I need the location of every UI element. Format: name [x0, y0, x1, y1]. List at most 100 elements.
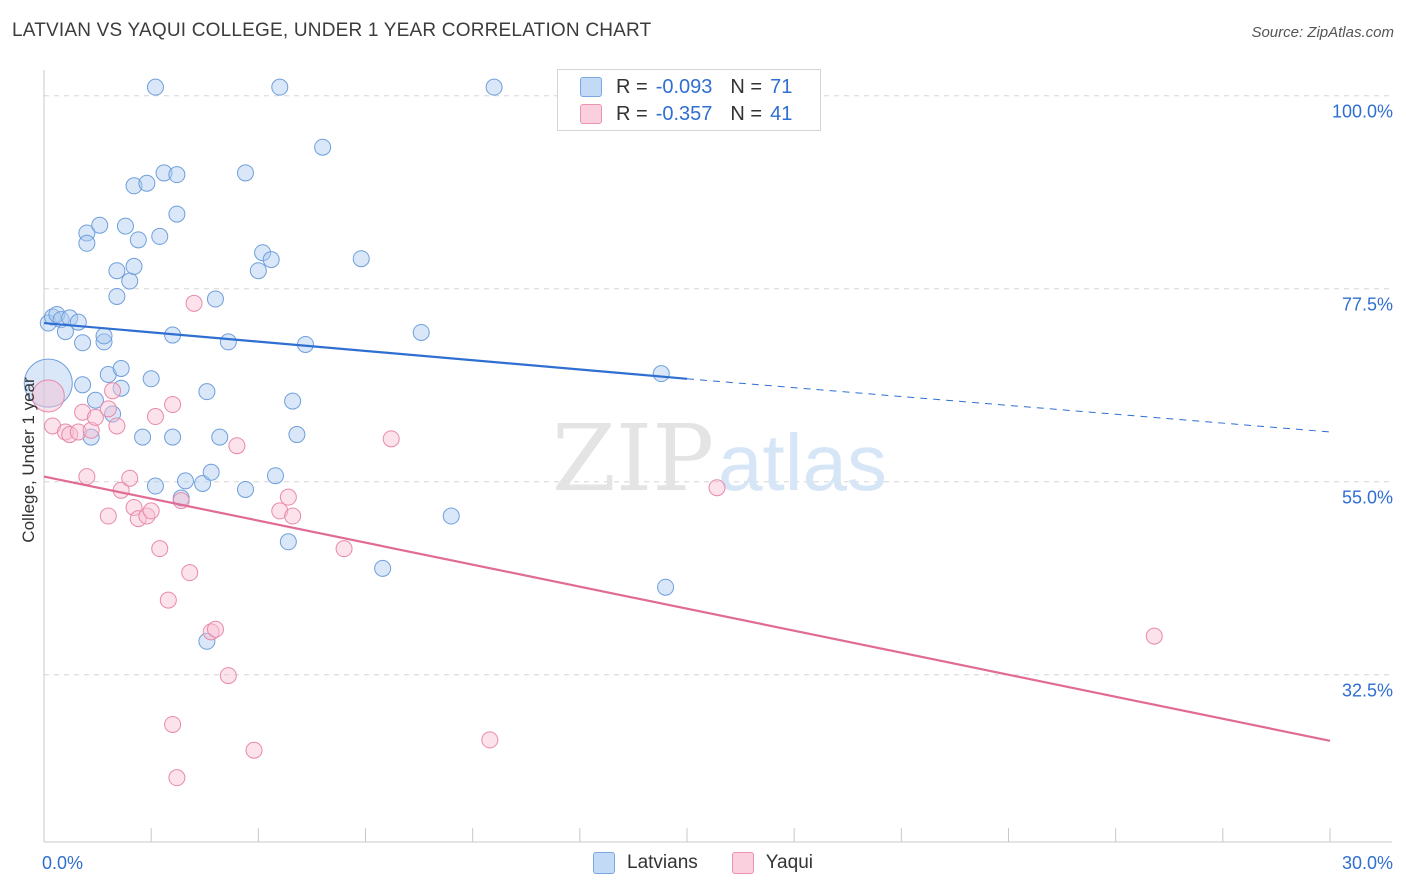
yaqui-point — [228, 437, 246, 455]
latvians-point — [168, 166, 186, 184]
y-axis-label: College, Under 1 year — [19, 377, 38, 543]
yaqui-point — [335, 540, 353, 558]
latvians-r-label: R = — [616, 75, 648, 98]
latvians-point — [125, 257, 143, 275]
latvians-trend-line — [43, 321, 688, 380]
latvians-point — [69, 313, 87, 331]
latvians-point — [23, 358, 73, 408]
legend-row-yaqui: R = -0.357 N = 41 — [580, 101, 792, 127]
grid-lines — [44, 95, 1392, 676]
series-legend: Latvians Yaqui — [0, 852, 1406, 874]
latvians-point — [279, 533, 297, 551]
yaqui-point — [284, 507, 302, 525]
latvians-point — [151, 227, 169, 245]
yaqui-n-label: N = — [730, 102, 763, 125]
yaqui-point — [142, 502, 160, 520]
chart-title: LATVIAN VS YAQUI COLLEGE, UNDER 1 YEAR C… — [12, 20, 652, 41]
latvians-point — [374, 559, 392, 577]
latvians-point — [108, 262, 126, 280]
latvians-point — [657, 578, 675, 596]
latvians-point — [168, 205, 186, 223]
latvians-point — [146, 78, 164, 96]
yaqui-point — [31, 379, 65, 413]
latvians-point — [138, 174, 156, 192]
latvians-point — [206, 290, 224, 308]
latvians-point — [164, 428, 182, 446]
yaqui-point — [1145, 627, 1163, 645]
latvians-point — [442, 507, 460, 525]
yaqui-point — [69, 423, 87, 441]
latvians-point — [56, 323, 74, 341]
yaqui-point — [164, 715, 182, 733]
yaqui-point — [164, 396, 182, 414]
yaqui-point — [181, 564, 199, 582]
correlation-legend: R = -0.093 N = 71 R = -0.357 N = 41 — [557, 69, 821, 131]
latvians-n-value: 71 — [770, 75, 793, 98]
yaqui-swatch — [580, 104, 602, 124]
latvians-point — [74, 376, 92, 394]
x-tick-label-min: 0.0% — [42, 853, 83, 873]
y-tick-label: 32.5% — [1342, 681, 1393, 701]
axes — [43, 70, 1392, 843]
latvians-point — [78, 224, 96, 242]
latvians-point — [271, 78, 289, 96]
x-tick-label-max: 30.0% — [1342, 853, 1393, 873]
yaqui-legend-label: Yaqui — [765, 852, 813, 873]
yaqui-point — [206, 620, 224, 638]
latvians-point — [116, 217, 134, 235]
yaqui-point — [121, 469, 139, 487]
data-points — [23, 78, 1163, 787]
yaqui-point — [245, 741, 263, 759]
yaqui-point — [99, 507, 117, 525]
latvians-point — [198, 383, 216, 401]
yaqui-point — [271, 502, 289, 520]
latvians-legend-label: Latvians — [627, 852, 698, 873]
chart-source: Source: ZipAtlas.com — [1251, 24, 1394, 41]
yaqui-point — [481, 731, 499, 749]
latvians-trend-extension — [686, 378, 1331, 433]
yaqui-r-label: R = — [616, 102, 648, 125]
latvians-point — [176, 472, 194, 490]
watermark-zip: ZIP — [552, 405, 714, 512]
trend-lines — [43, 321, 1331, 742]
latvians-point — [125, 177, 143, 195]
latvians-point — [155, 164, 173, 182]
legend-item-latvians[interactable]: Latvians — [593, 852, 698, 874]
latvians-point — [74, 334, 92, 352]
yaqui-legend-swatch — [731, 852, 754, 874]
latvians-point — [485, 78, 503, 96]
legend-row-latvians: R = -0.093 N = 71 — [580, 74, 792, 100]
y-tick-label: 55.0% — [1342, 488, 1393, 508]
yaqui-point — [219, 667, 237, 685]
yaqui-point — [168, 769, 186, 787]
legend-item-yaqui[interactable]: Yaqui — [731, 852, 813, 874]
latvians-point — [352, 250, 370, 268]
yaqui-point — [146, 408, 164, 426]
latvians-n-label: N = — [730, 75, 763, 98]
latvians-point — [314, 138, 332, 156]
latvians-point — [78, 234, 96, 252]
latvians-point — [219, 333, 237, 351]
latvians-point — [254, 244, 272, 262]
latvians-point — [86, 391, 104, 409]
yaqui-point — [382, 430, 400, 448]
latvians-point — [142, 370, 160, 388]
yaqui-point — [185, 294, 203, 312]
latvians-point — [134, 428, 152, 446]
axis-labels: College, Under 1 year 0.0% 30.0% 32.5% 55… — [19, 102, 1393, 873]
watermark-atlas: atlas — [718, 418, 887, 507]
latvians-point — [112, 360, 130, 378]
y-tick-label: 100.0% — [1332, 102, 1393, 122]
yaqui-point — [159, 591, 177, 609]
latvians-point — [108, 287, 126, 305]
latvians-point — [249, 262, 267, 280]
latvians-point — [198, 632, 216, 650]
y-tick-label: 77.5% — [1342, 295, 1393, 315]
latvians-point — [284, 392, 302, 410]
yaqui-point — [708, 479, 726, 497]
latvians-point — [146, 477, 164, 495]
latvians-swatch — [580, 77, 602, 97]
latvians-point — [266, 467, 284, 485]
yaqui-point — [108, 417, 126, 435]
